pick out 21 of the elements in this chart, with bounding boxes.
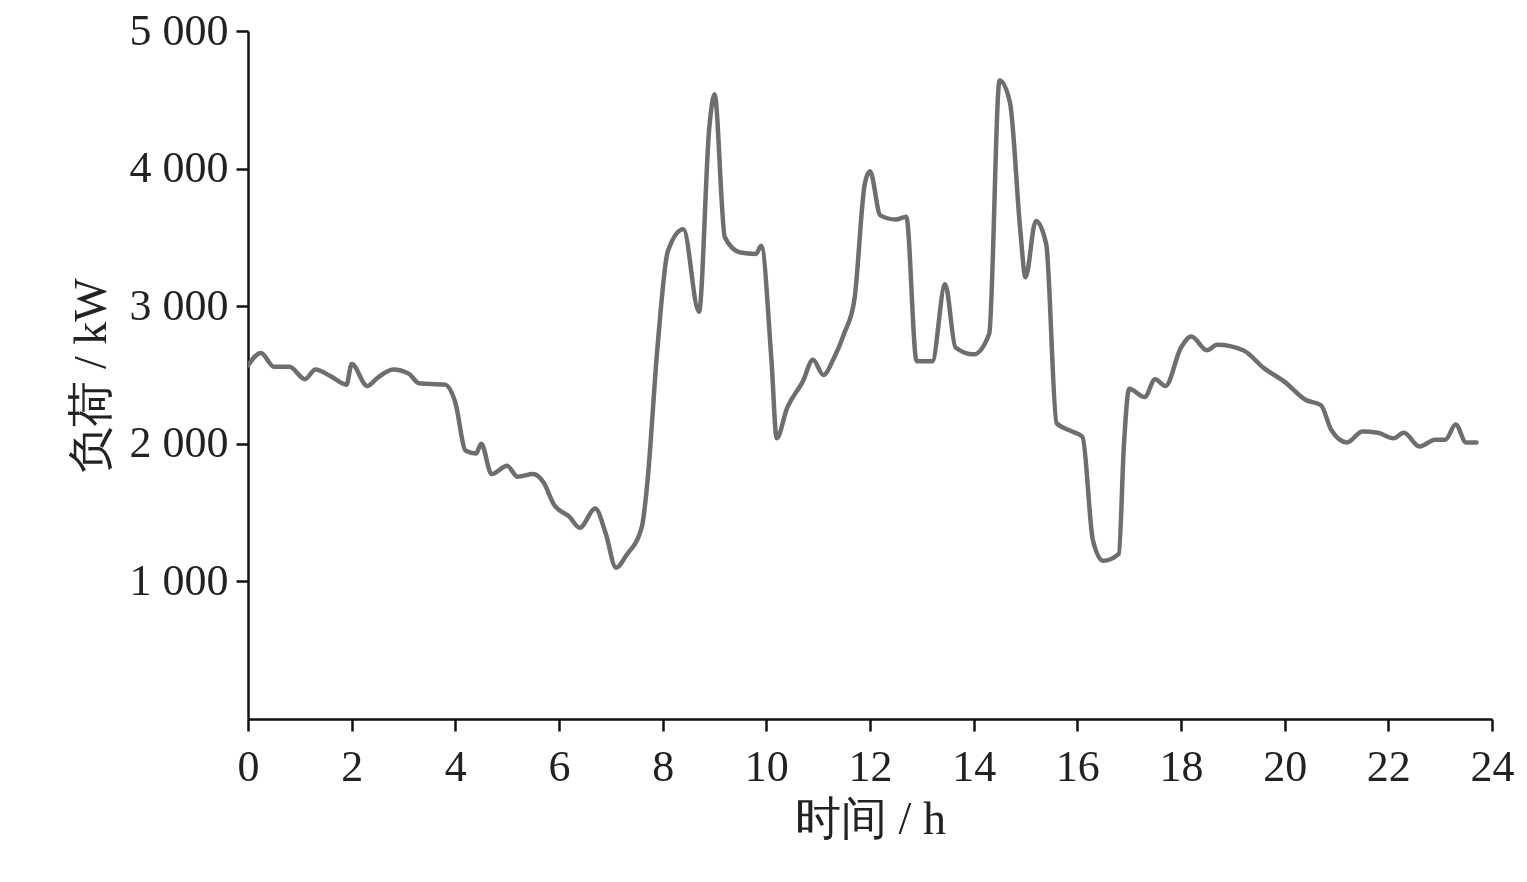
x-tick-label: 6 xyxy=(548,741,571,791)
x-tick-label: 16 xyxy=(1055,741,1100,791)
line-series xyxy=(248,78,1479,570)
x-tick-label: 2 xyxy=(341,741,364,791)
y-tick-label: 1 000 xyxy=(129,555,229,605)
x-axis-title: 时间 / h xyxy=(795,792,946,844)
x-tick-label: 4 xyxy=(444,741,467,791)
y-tick-label: 5 000 xyxy=(129,5,229,55)
x-tick-label: 20 xyxy=(1263,741,1308,791)
y-axis-title: 负荷 / kW xyxy=(64,277,116,473)
x-tick-label: 12 xyxy=(848,741,893,791)
y-tick-label: 4 000 xyxy=(129,143,229,193)
x-tick-label: 24 xyxy=(1470,741,1515,791)
y-tick-label: 2 000 xyxy=(129,418,229,468)
x-tick-label: 0 xyxy=(237,741,260,791)
x-tick-label: 10 xyxy=(744,741,789,791)
x-tick-label: 8 xyxy=(652,741,675,791)
x-tick-label: 22 xyxy=(1366,741,1411,791)
x-tick-label: 18 xyxy=(1159,741,1204,791)
y-tick-label: 3 000 xyxy=(129,280,229,330)
x-tick-label: 14 xyxy=(952,741,997,791)
